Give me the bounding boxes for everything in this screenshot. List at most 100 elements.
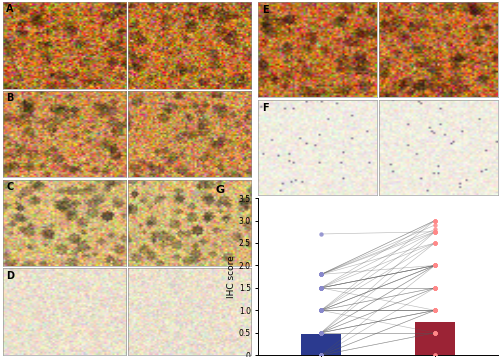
Point	[431, 330, 439, 336]
Point	[317, 307, 325, 313]
Y-axis label: IHC score: IHC score	[227, 255, 236, 298]
Point	[431, 330, 439, 336]
Point	[317, 285, 325, 291]
Point	[317, 352, 325, 357]
Point	[317, 330, 325, 336]
Text: A: A	[6, 4, 14, 14]
Point	[431, 285, 439, 291]
Point	[431, 240, 439, 246]
Point	[431, 262, 439, 268]
Point	[317, 330, 325, 336]
Point	[317, 352, 325, 357]
Point	[317, 307, 325, 313]
Point	[431, 307, 439, 313]
Bar	[415, 322, 455, 355]
Point	[317, 285, 325, 291]
Point	[317, 307, 325, 313]
Point	[317, 352, 325, 357]
Point	[431, 229, 439, 235]
Point	[431, 285, 439, 291]
Point	[317, 285, 325, 291]
Point	[317, 330, 325, 336]
Point	[317, 307, 325, 313]
Point	[431, 262, 439, 268]
Point	[431, 352, 439, 357]
Point	[317, 352, 325, 357]
Point	[317, 285, 325, 291]
Point	[317, 307, 325, 313]
Point	[431, 285, 439, 291]
Point	[431, 285, 439, 291]
Point	[317, 307, 325, 313]
Point	[317, 307, 325, 313]
Point	[431, 227, 439, 232]
Point	[431, 262, 439, 268]
Point	[317, 330, 325, 336]
Point	[431, 330, 439, 336]
Point	[431, 240, 439, 246]
Point	[431, 222, 439, 228]
Point	[431, 307, 439, 313]
Point	[431, 240, 439, 246]
Point	[431, 307, 439, 313]
Point	[431, 262, 439, 268]
Point	[317, 307, 325, 313]
Point	[317, 330, 325, 336]
Point	[431, 307, 439, 313]
Point	[431, 307, 439, 313]
Point	[317, 307, 325, 313]
Text: G: G	[216, 185, 224, 195]
Point	[431, 218, 439, 223]
Point	[317, 330, 325, 336]
Point	[431, 229, 439, 235]
Point	[317, 272, 325, 277]
Point	[317, 330, 325, 336]
Point	[317, 352, 325, 357]
Point	[431, 262, 439, 268]
Point	[317, 330, 325, 336]
Point	[431, 262, 439, 268]
Point	[317, 285, 325, 291]
Text: C: C	[6, 182, 14, 192]
Point	[317, 307, 325, 313]
Point	[317, 352, 325, 357]
Point	[317, 231, 325, 237]
Point	[317, 330, 325, 336]
Point	[431, 262, 439, 268]
Text: B: B	[6, 93, 14, 103]
Point	[317, 330, 325, 336]
Point	[317, 330, 325, 336]
Point	[317, 272, 325, 277]
Text: E: E	[262, 5, 268, 15]
Point	[431, 285, 439, 291]
Point	[317, 352, 325, 357]
Point	[317, 285, 325, 291]
Point	[431, 218, 439, 223]
Point	[317, 352, 325, 357]
Point	[317, 285, 325, 291]
Point	[317, 285, 325, 291]
Point	[431, 262, 439, 268]
Text: D: D	[6, 271, 14, 281]
Point	[431, 352, 439, 357]
Point	[431, 262, 439, 268]
Point	[431, 262, 439, 268]
Point	[431, 218, 439, 223]
Point	[431, 307, 439, 313]
Point	[317, 285, 325, 291]
Point	[431, 262, 439, 268]
Point	[317, 272, 325, 277]
Point	[431, 218, 439, 223]
Text: F: F	[262, 103, 268, 113]
Point	[317, 272, 325, 277]
Point	[317, 307, 325, 313]
Point	[431, 330, 439, 336]
Point	[317, 272, 325, 277]
Bar	[301, 334, 341, 355]
Point	[431, 229, 439, 235]
Point	[431, 285, 439, 291]
Point	[431, 307, 439, 313]
Point	[317, 272, 325, 277]
Point	[431, 307, 439, 313]
Point	[431, 229, 439, 235]
